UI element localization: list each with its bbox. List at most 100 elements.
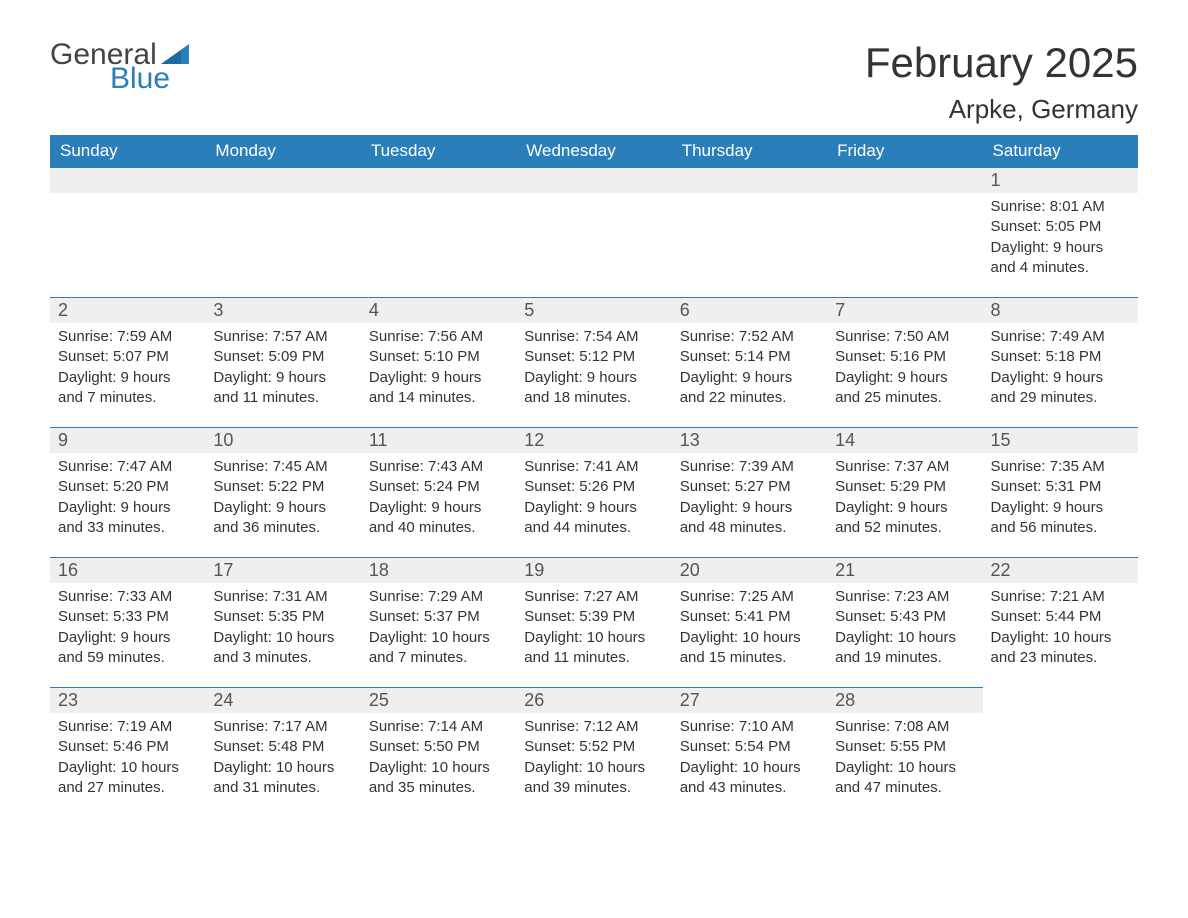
day-details: Sunrise: 7:49 AMSunset: 5:18 PMDaylight:… — [983, 323, 1138, 422]
calendar-thead: Sunday Monday Tuesday Wednesday Thursday… — [50, 135, 1138, 167]
day-details: Sunrise: 7:41 AMSunset: 5:26 PMDaylight:… — [516, 453, 671, 552]
day-number-bar-empty — [516, 167, 671, 193]
calendar-day-cell: 13Sunrise: 7:39 AMSunset: 5:27 PMDayligh… — [672, 427, 827, 557]
day-number: 11 — [361, 428, 516, 453]
day-number: 9 — [50, 428, 205, 453]
day-number: 25 — [361, 688, 516, 713]
daylight-text: Daylight: 10 hours and 19 minutes. — [835, 628, 974, 669]
calendar-day-cell: 26Sunrise: 7:12 AMSunset: 5:52 PMDayligh… — [516, 687, 671, 817]
sunrise-text: Sunrise: 7:35 AM — [991, 457, 1130, 477]
sunset-text: Sunset: 5:10 PM — [369, 347, 508, 367]
daylight-text: Daylight: 10 hours and 35 minutes. — [369, 758, 508, 799]
daylight-text: Daylight: 9 hours and 22 minutes. — [680, 368, 819, 409]
sunrise-text: Sunrise: 7:21 AM — [991, 587, 1130, 607]
sunset-text: Sunset: 5:54 PM — [680, 737, 819, 757]
day-number-bar: 28 — [827, 687, 982, 713]
daylight-text: Daylight: 10 hours and 43 minutes. — [680, 758, 819, 799]
day-number-bar: 21 — [827, 557, 982, 583]
day-number-bar: 6 — [672, 297, 827, 323]
calendar-day-cell: 2Sunrise: 7:59 AMSunset: 5:07 PMDaylight… — [50, 297, 205, 427]
sunset-text: Sunset: 5:31 PM — [991, 477, 1130, 497]
sunrise-text: Sunrise: 7:54 AM — [524, 327, 663, 347]
calendar-day-cell: 4Sunrise: 7:56 AMSunset: 5:10 PMDaylight… — [361, 297, 516, 427]
day-number: 7 — [827, 298, 982, 323]
day-number: 15 — [983, 428, 1138, 453]
calendar-day-cell: 9Sunrise: 7:47 AMSunset: 5:20 PMDaylight… — [50, 427, 205, 557]
calendar-day-cell — [983, 687, 1138, 817]
day-details: Sunrise: 7:39 AMSunset: 5:27 PMDaylight:… — [672, 453, 827, 552]
day-number-bar: 1 — [983, 167, 1138, 193]
logo-text-blue: Blue — [110, 64, 189, 94]
calendar-week-row: 2Sunrise: 7:59 AMSunset: 5:07 PMDaylight… — [50, 297, 1138, 427]
day-header: Friday — [827, 135, 982, 167]
day-number: 13 — [672, 428, 827, 453]
sunrise-text: Sunrise: 7:56 AM — [369, 327, 508, 347]
calendar-day-cell — [827, 167, 982, 297]
day-details: Sunrise: 7:59 AMSunset: 5:07 PMDaylight:… — [50, 323, 205, 422]
calendar-day-cell: 25 Sunrise: 7:14 AMSunset: 5:50 PMDayligh… — [361, 687, 516, 817]
day-number: 8 — [983, 298, 1138, 323]
daylight-text: Daylight: 9 hours and 56 minutes. — [991, 498, 1130, 539]
daylight-text: Daylight: 9 hours and 25 minutes. — [835, 368, 974, 409]
calendar-week-row: 23Sunrise: 7:19 AMSunset: 5:46 PMDayligh… — [50, 687, 1138, 817]
sunset-text: Sunset: 5:05 PM — [991, 217, 1130, 237]
sunrise-text: Sunrise: 7:50 AM — [835, 327, 974, 347]
calendar-day-cell: 24Sunrise: 7:17 AMSunset: 5:48 PMDayligh… — [205, 687, 360, 817]
daylight-text: Daylight: 9 hours and 4 minutes. — [991, 238, 1130, 279]
daylight-text: Daylight: 9 hours and 40 minutes. — [369, 498, 508, 539]
day-number-bar: 12 — [516, 427, 671, 453]
daylight-text: Daylight: 9 hours and 7 minutes. — [58, 368, 197, 409]
sunset-text: Sunset: 5:52 PM — [524, 737, 663, 757]
day-details: Sunrise: 7:19 AMSunset: 5:46 PMDaylight:… — [50, 713, 205, 812]
calendar-day-cell: 12Sunrise: 7:41 AMSunset: 5:26 PMDayligh… — [516, 427, 671, 557]
daylight-text: Daylight: 10 hours and 3 minutes. — [213, 628, 352, 669]
day-number-empty — [516, 168, 671, 193]
day-number: 17 — [205, 558, 360, 583]
sunset-text: Sunset: 5:26 PM — [524, 477, 663, 497]
daylight-text: Daylight: 9 hours and 59 minutes. — [58, 628, 197, 669]
daylight-text: Daylight: 10 hours and 27 minutes. — [58, 758, 197, 799]
sunset-text: Sunset: 5:46 PM — [58, 737, 197, 757]
day-number: 26 — [516, 688, 671, 713]
day-details: Sunrise: 7:37 AMSunset: 5:29 PMDaylight:… — [827, 453, 982, 552]
day-number: 21 — [827, 558, 982, 583]
calendar-table: Sunday Monday Tuesday Wednesday Thursday… — [50, 135, 1138, 817]
sunset-text: Sunset: 5:44 PM — [991, 607, 1130, 627]
day-details: Sunrise: 7:52 AMSunset: 5:14 PMDaylight:… — [672, 323, 827, 422]
calendar-day-cell — [516, 167, 671, 297]
sunrise-text: Sunrise: 7:45 AM — [213, 457, 352, 477]
day-details: Sunrise: 7:23 AMSunset: 5:43 PMDaylight:… — [827, 583, 982, 682]
calendar-day-cell: 1Sunrise: 8:01 AMSunset: 5:05 PMDaylight… — [983, 167, 1138, 297]
sunset-text: Sunset: 5:41 PM — [680, 607, 819, 627]
calendar-day-cell: 17Sunrise: 7:31 AMSunset: 5:35 PMDayligh… — [205, 557, 360, 687]
sunrise-text: Sunrise: 7:10 AM — [680, 717, 819, 737]
day-details: Sunrise: 7:47 AMSunset: 5:20 PMDaylight:… — [50, 453, 205, 552]
day-details: Sunrise: 7:25 AMSunset: 5:41 PMDaylight:… — [672, 583, 827, 682]
day-number-bar: 19 — [516, 557, 671, 583]
day-number-bar: 18 — [361, 557, 516, 583]
sunrise-text: Sunrise: 7:39 AM — [680, 457, 819, 477]
sunset-text: Sunset: 5:33 PM — [58, 607, 197, 627]
sunset-text: Sunset: 5:09 PM — [213, 347, 352, 367]
day-number-bar: 17 — [205, 557, 360, 583]
calendar-day-cell: 20Sunrise: 7:25 AMSunset: 5:41 PMDayligh… — [672, 557, 827, 687]
daylight-text: Daylight: 10 hours and 31 minutes. — [213, 758, 352, 799]
daylight-text: Daylight: 10 hours and 47 minutes. — [835, 758, 974, 799]
sunset-text: Sunset: 5:07 PM — [58, 347, 197, 367]
daylight-text: Daylight: 9 hours and 29 minutes. — [991, 368, 1130, 409]
day-number-bar: 9 — [50, 427, 205, 453]
sunrise-text: Sunrise: 7:57 AM — [213, 327, 352, 347]
calendar-day-cell — [361, 167, 516, 297]
daylight-text: Daylight: 9 hours and 52 minutes. — [835, 498, 974, 539]
sunrise-text: Sunrise: 7:37 AM — [835, 457, 974, 477]
day-number: 18 — [361, 558, 516, 583]
calendar-day-cell: 15 Sunrise: 7:35 AMSunset: 5:31 PMDayligh… — [983, 427, 1138, 557]
daylight-text: Daylight: 9 hours and 18 minutes. — [524, 368, 663, 409]
sunset-text: Sunset: 5:50 PM — [369, 737, 508, 757]
day-number: 12 — [516, 428, 671, 453]
day-number-bar: 24 — [205, 687, 360, 713]
sunrise-text: Sunrise: 7:14 AM — [369, 717, 508, 737]
day-number-bar-empty — [361, 167, 516, 193]
day-number-bar: 16 — [50, 557, 205, 583]
day-details: Sunrise: 7:21 AMSunset: 5:44 PMDaylight:… — [983, 583, 1138, 682]
